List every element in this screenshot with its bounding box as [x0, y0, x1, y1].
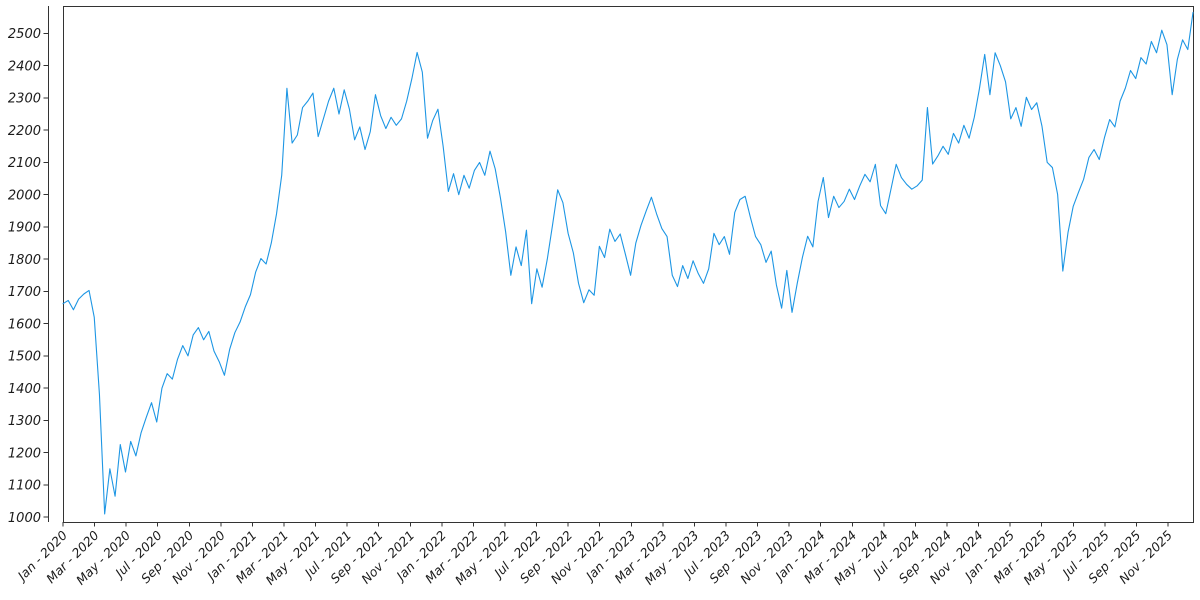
y-tick-label: 2100: [8, 156, 41, 171]
y-tick-label: 2000: [8, 188, 41, 203]
y-tick-label: 1300: [8, 414, 41, 429]
y-tick-label: 1900: [8, 221, 41, 236]
y-tick-label: 1600: [8, 317, 41, 332]
y-tick-label: 1000: [8, 511, 41, 526]
y-tick-label: 2400: [8, 59, 41, 74]
y-tick-label: 2300: [8, 92, 41, 107]
y-axis: 1000 1100 1200 1300 1400 1500 1600 1700 1800 1900…: [8, 6, 49, 526]
plot-border: [63, 6, 1194, 523]
series-line-price: [62, 11, 1194, 515]
y-tick-label: 2200: [8, 124, 41, 139]
y-tick-label: 1700: [8, 285, 41, 300]
y-tick-label: 1800: [8, 253, 41, 268]
y-tick-label: 1500: [8, 350, 41, 365]
y-tick-label: 2500: [8, 27, 41, 42]
y-tick-label: 1400: [8, 382, 41, 397]
y-tick-label: 1100: [8, 479, 41, 494]
y-tick-label: 1200: [8, 446, 41, 461]
